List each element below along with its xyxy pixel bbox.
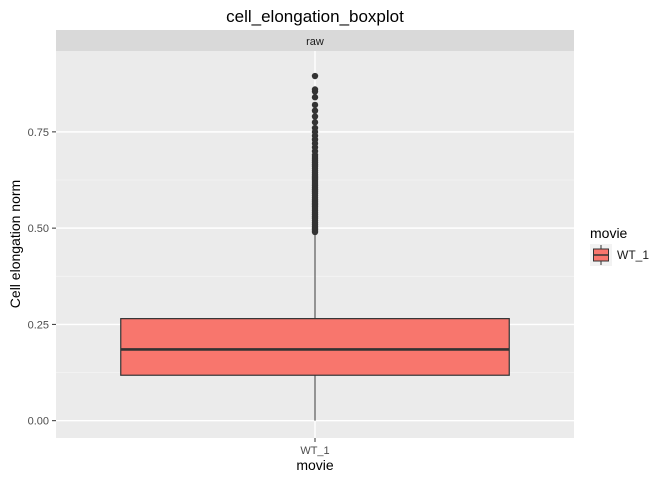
box-iqr [120, 318, 510, 376]
y-axis-title: Cell elongation norm [7, 180, 23, 308]
x-axis-title: movie [296, 457, 334, 473]
legend: movie WT_1 [590, 225, 649, 266]
outlier-point [311, 107, 319, 114]
y-axis: 0.00 0.25 0.50 0.75 [28, 127, 56, 428]
outlier-point [311, 119, 319, 126]
box-layer [120, 72, 510, 421]
legend-title: movie [590, 225, 628, 241]
outlier-point [311, 72, 319, 80]
x-tick-label: WT_1 [300, 445, 329, 457]
y-tick-label: 0.75 [28, 127, 49, 139]
y-tick-label: 0.50 [28, 223, 49, 235]
legend-entry-wt-1: WT_1 [617, 248, 649, 262]
outlier-point [311, 94, 319, 101]
y-tick-label: 0.25 [28, 319, 49, 331]
outlier-point [311, 124, 319, 132]
chart-title: cell_elongation_boxplot [226, 7, 404, 26]
facet-strip [56, 30, 574, 51]
outlier-point [311, 86, 319, 93]
x-axis: WT_1 [300, 438, 330, 457]
outlier-point [311, 113, 319, 120]
y-tick-label: 0.00 [28, 416, 49, 428]
facet-label: raw [306, 36, 324, 48]
outlier-point [311, 101, 319, 109]
